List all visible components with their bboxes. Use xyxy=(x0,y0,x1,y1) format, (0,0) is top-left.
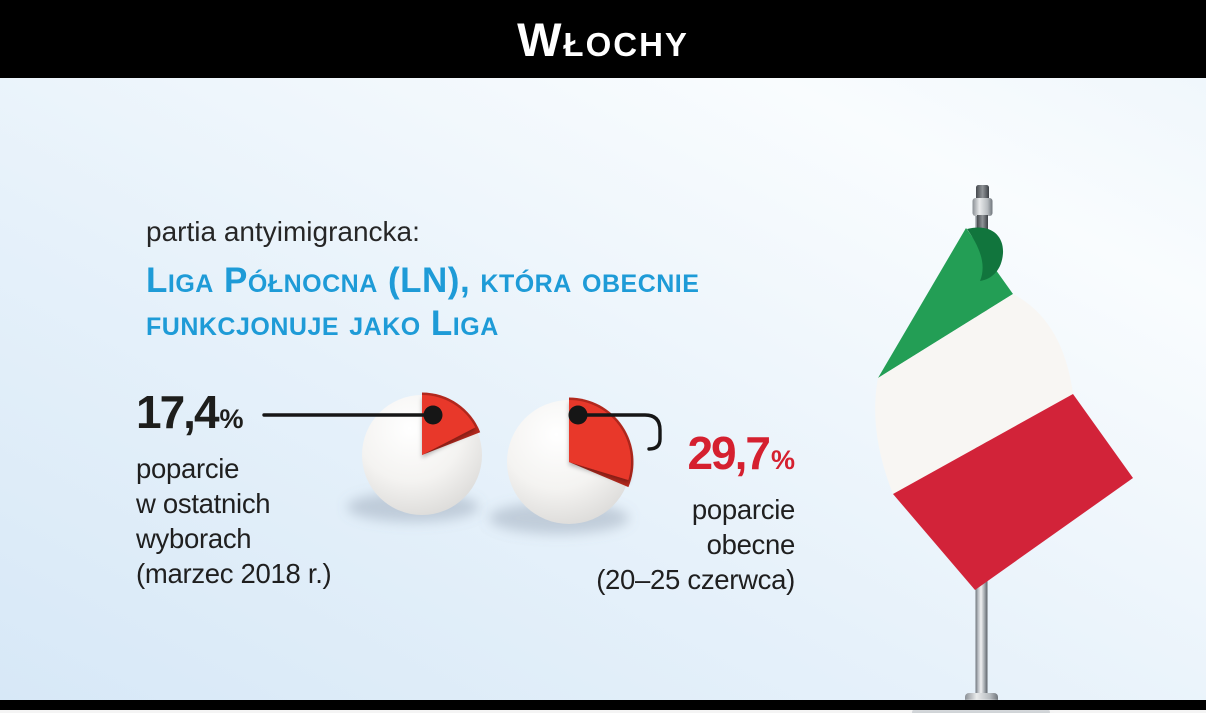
caption-line: obecne xyxy=(706,529,796,560)
flag-pole xyxy=(975,212,988,710)
pie-shadow xyxy=(347,492,479,522)
flag-finial-neck xyxy=(977,215,988,230)
party-name-line2: funkcjonuje jako Liga xyxy=(146,304,499,343)
flag-stripe-green xyxy=(878,228,1013,378)
stat-2018-number: 17,4 xyxy=(136,386,220,438)
stat-current-number: 29,7 xyxy=(687,427,771,479)
flag-finial-top-icon xyxy=(976,185,989,201)
connector-dot xyxy=(568,405,588,425)
pie-body xyxy=(362,395,482,515)
italy-flag xyxy=(875,185,1133,713)
intro-block: partia antyimigrancka: Liga Północna (LN… xyxy=(146,216,699,345)
pie-slice xyxy=(422,395,476,455)
stat-current-value: 29,7% xyxy=(596,430,795,483)
header-bar: Włochy xyxy=(0,0,1206,78)
content-area: partia antyimigrancka: Liga Północna (LN… xyxy=(0,78,1206,713)
caption-line: poparcie xyxy=(691,494,795,525)
flag-stripe-white xyxy=(875,294,1073,494)
caption-line: (marzec 2018 r.) xyxy=(136,558,332,589)
flag-stripe-red xyxy=(893,394,1133,590)
footer-bar xyxy=(0,700,1206,710)
stat-current-caption: poparcie obecne (20–25 czerwca) xyxy=(596,492,795,597)
stat-2018-caption: poparcie w ostatnich wyborach (marzec 20… xyxy=(136,451,332,591)
flag-green-fold xyxy=(967,227,1004,281)
pie-chart-2018 xyxy=(347,392,482,522)
stat-2018-value: 17,4% xyxy=(136,389,331,442)
caption-line: poparcie xyxy=(136,453,240,484)
caption-line: (20–25 czerwca) xyxy=(596,564,795,595)
caption-line: wyborach xyxy=(136,523,252,554)
party-name: Liga Północna (LN), która obecnie funkcj… xyxy=(146,259,699,345)
stat-2018: 17,4% poparcie w ostatnich wyborach (mar… xyxy=(136,389,332,591)
pie-slice-rim xyxy=(422,392,481,455)
intro-label: partia antyimigrancka: xyxy=(146,216,420,247)
page-title: Włochy xyxy=(517,13,689,66)
connector-dot xyxy=(423,405,443,425)
percent-sign: % xyxy=(770,445,795,475)
caption-line: w ostatnich xyxy=(136,488,271,519)
percent-sign: % xyxy=(219,404,244,434)
party-name-line1: Liga Północna (LN), która obecnie xyxy=(146,261,700,300)
stat-current: 29,7% poparcie obecne (20–25 czerwca) xyxy=(596,430,795,597)
flag-finial-band xyxy=(972,198,993,216)
